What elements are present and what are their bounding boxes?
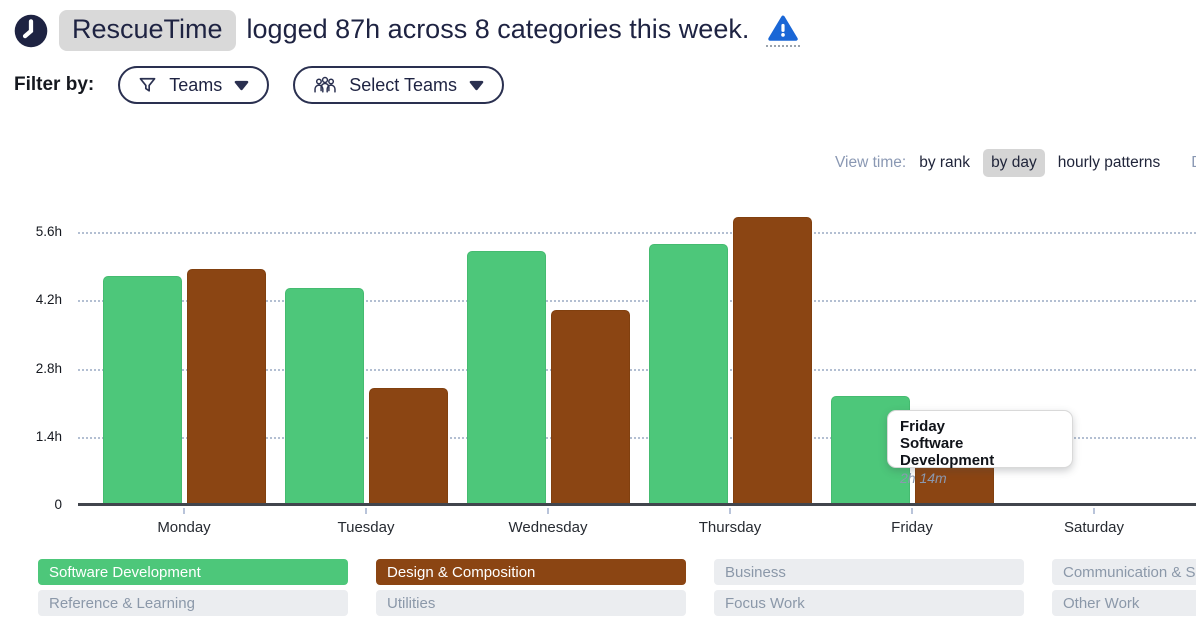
x-axis-label-tuesday: Tuesday: [337, 519, 395, 536]
x-tick-monday: [183, 508, 185, 514]
legend-item-design-composition[interactable]: Design & Composition: [376, 559, 686, 585]
clock-icon: [14, 14, 48, 47]
view-time-option-hourly-patterns[interactable]: hourly patterns: [1057, 154, 1161, 171]
x-axis-baseline: [78, 503, 1196, 506]
filter-bar: Filter by: Teams Select Teams: [14, 66, 504, 104]
chevron-down-icon: [234, 80, 249, 90]
chart-tooltip: Friday Software Development 2h 14m: [887, 410, 1073, 486]
x-axis-label-wednesday: Wednesday: [508, 519, 588, 536]
y-axis-label-0: 0: [54, 497, 62, 512]
gridline-5.6h: [78, 232, 1196, 234]
page-title: logged 87h across 8 categories this week…: [246, 14, 750, 45]
bar-wednesday-software-development[interactable]: [467, 251, 546, 505]
gridline-2.8h: [78, 368, 1196, 371]
teams-filter-label: Teams: [169, 74, 223, 95]
warning-tooltip-trigger[interactable]: [766, 15, 801, 47]
bar-wednesday-design-&-composition[interactable]: [551, 310, 630, 505]
x-tick-wednesday: [547, 508, 549, 514]
x-tick-saturday: [1093, 508, 1095, 514]
gridline-4.2h: [78, 300, 1196, 303]
x-axis-label-saturday: Saturday: [1063, 519, 1125, 536]
legend-item-utilities[interactable]: Utilities: [376, 590, 686, 616]
bar-chart: 0 1.4h 2.8h 4.2h 5.6h Monday Tuesday Wednesday T…: [0, 190, 1196, 550]
legend-item-business[interactable]: Business: [714, 559, 1024, 585]
legend-item-other-work[interactable]: Other Work: [1052, 590, 1196, 616]
view-time-option-durin[interactable]: Durin: [1191, 154, 1196, 172]
select-teams-label: Select Teams: [349, 74, 457, 95]
view-time-option-by-rank[interactable]: by rank: [919, 154, 971, 171]
bar-tuesday-software-development[interactable]: [285, 288, 364, 505]
view-time-label: View time:: [835, 154, 907, 171]
funnel-icon: [139, 77, 156, 92]
bar-tuesday-design-&-composition[interactable]: [369, 388, 448, 505]
legend-item-reference-learning[interactable]: Reference & Learning: [38, 590, 348, 616]
x-axis-label-thursday: Thursday: [698, 519, 762, 536]
y-axis-label-4.2h: 4.2h: [35, 292, 62, 308]
tooltip-category: Software Development: [900, 435, 995, 469]
warning-triangle-icon: [768, 15, 799, 41]
y-axis-label-5.6h: 5.6h: [35, 224, 62, 239]
view-time-option-by-day[interactable]: by day: [983, 149, 1045, 177]
legend-item-focus-work[interactable]: Focus Work: [714, 590, 1024, 616]
y-axis-label-2.8h: 2.8h: [35, 360, 62, 376]
tooltip-value: 2h 14m: [900, 470, 947, 486]
legend-item-communication-sch[interactable]: Communication & Sch: [1052, 559, 1196, 585]
x-tick-tuesday: [365, 508, 367, 514]
tooltip-day: Friday: [900, 418, 946, 435]
legend-item-software-development[interactable]: Software Development: [38, 559, 348, 585]
x-tick-thursday: [729, 508, 731, 514]
x-axis-label-monday: Monday: [157, 519, 211, 536]
teams-filter-button[interactable]: Teams: [118, 66, 270, 104]
category-legend: Software Development Reference & Learning…: [0, 559, 1196, 619]
x-tick-friday: [911, 508, 913, 514]
y-axis-label-1.4h: 1.4h: [35, 428, 62, 444]
gridline-1.4h: [78, 436, 1196, 439]
bar-monday-design-&-composition[interactable]: [187, 269, 266, 505]
view-time-bar: View time: by rank by day hourly patterns D…: [835, 149, 1196, 177]
select-teams-button[interactable]: Select Teams: [293, 66, 504, 104]
chevron-down-icon: [469, 80, 484, 90]
header: RescueTime logged 87h across 8 categorie…: [14, 10, 801, 52]
x-axis-label-friday: Friday: [891, 519, 933, 536]
filter-by-label: Filter by:: [14, 74, 95, 95]
bar-thursday-software-development[interactable]: [649, 244, 728, 505]
app-name-chip: RescueTime: [59, 10, 236, 52]
bar-thursday-design-&-composition[interactable]: [733, 217, 812, 505]
people-icon: [314, 76, 336, 93]
bar-monday-software-development[interactable]: [103, 276, 182, 505]
